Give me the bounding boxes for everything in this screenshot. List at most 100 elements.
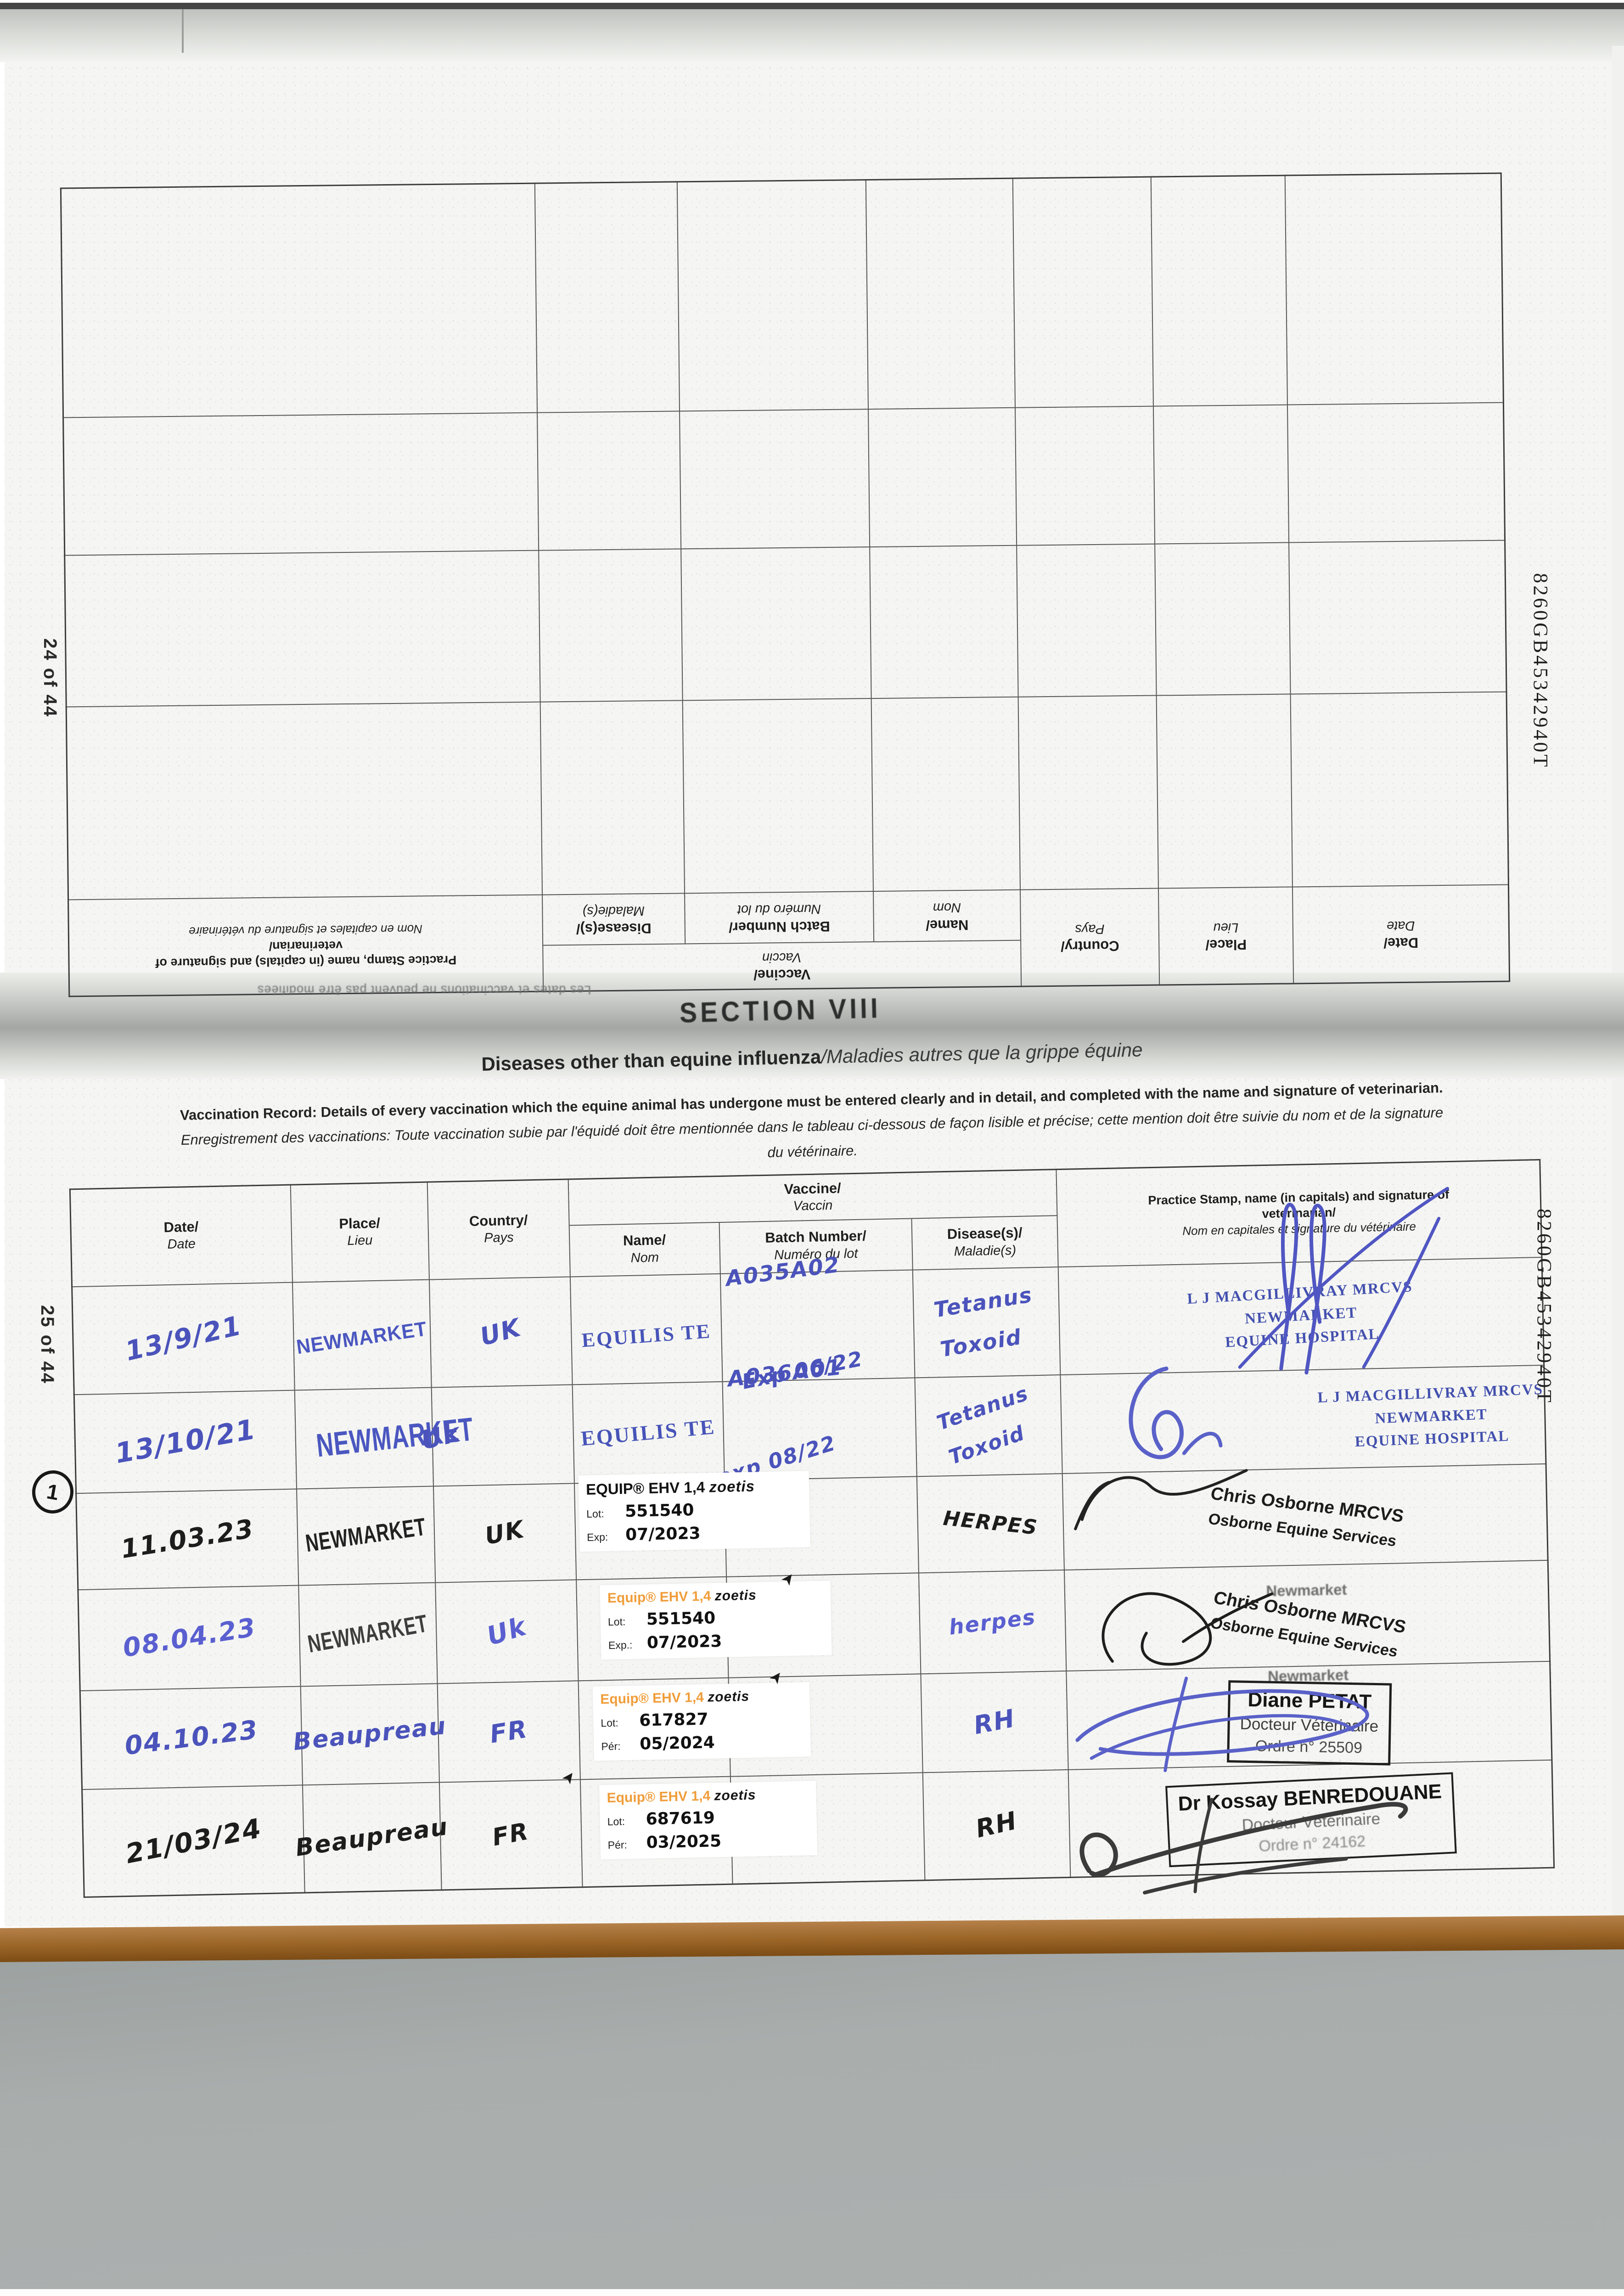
cell-disease: Tetanus Toxoid	[915, 1374, 1062, 1476]
empty-cell	[1153, 405, 1289, 545]
expiry-label: Pér:	[607, 1838, 628, 1851]
header-name: Name/Nom	[569, 1222, 720, 1277]
cell-date: 21/03/24	[82, 1784, 305, 1897]
disease-entry: herpes	[947, 1604, 1038, 1640]
empty-row	[63, 403, 1505, 556]
cell-practice-stamp: L J MACGILLIVRAY MRCVS NEWMARKET EQUINE …	[1060, 1365, 1546, 1474]
empty-row	[64, 540, 1507, 707]
cell-place: NEWMARKET	[294, 1387, 475, 1489]
passport-number-bottom: 8260GB45342940T	[1533, 1209, 1556, 1405]
header-place: Place/Lieu	[1158, 887, 1294, 985]
cell-country: UK	[433, 1483, 577, 1582]
vet-practice-stamp: L J MACGILLIVRAY MRCVS NEWMARKET EQUINE …	[1317, 1378, 1545, 1455]
vaccine-brand: Equip® EHV 1,4	[600, 1689, 704, 1707]
empty-cell	[540, 700, 685, 895]
zoetis-logo: zoetis	[714, 1587, 757, 1604]
stamp-line: Ordre n° 25509	[1255, 1737, 1362, 1756]
vet-practice-stamp: Dr Kossay BENREDOUANE Docteur Vétérinair…	[1165, 1772, 1457, 1868]
scan-top-shadow	[0, 9, 1624, 62]
date-entry: 13/9/21	[122, 1309, 245, 1367]
empty-cell	[64, 551, 540, 707]
lot-label: Lot:	[601, 1716, 619, 1729]
cell-disease: Tetanus Toxoid	[912, 1266, 1061, 1378]
date-entry: 21/03/24	[123, 1812, 264, 1870]
place-entry: Beaupreau	[292, 1712, 448, 1756]
empty-cell	[1289, 540, 1507, 694]
cell-practice-stamp: Newmarket Chris Osborne MRCVS Osborne Eq…	[1064, 1560, 1550, 1671]
header-batch: Batch Number/Numéro du lot	[685, 891, 874, 944]
header-disease: Disease(s)/Maladie(s)	[542, 893, 686, 946]
header-date: Date/Date	[1292, 885, 1510, 984]
expiry-value: 07/2023	[646, 1632, 722, 1652]
cell-disease: RH	[921, 1671, 1068, 1773]
header-country: Country/Pays	[427, 1179, 570, 1280]
zoetis-logo: zoetis	[708, 1477, 755, 1495]
stamp-line: Docteur Vétérinaire	[1240, 1715, 1379, 1735]
place-stamp: NEWMARKET	[295, 1317, 429, 1358]
cell-batch: A036A01 exp 08/22	[714, 1354, 917, 1490]
cell-vaccine-name: ➤ Equip® EHV 1,4 zoetis Lot: 687619 Pér: 0…	[558, 1767, 818, 1887]
country-entry: Uk	[483, 1611, 530, 1652]
header-disease: Disease(s)/Maladie(s)	[911, 1215, 1058, 1270]
disease-entry: RH	[971, 1703, 1018, 1740]
cell-date: 08.04.23	[78, 1585, 301, 1691]
empty-row	[61, 173, 1504, 418]
lot-value: 551540	[624, 1500, 694, 1521]
cell-country: Uk	[418, 1384, 574, 1486]
cell-date: 04.10.23	[80, 1686, 303, 1790]
country-entry: UK	[483, 1515, 527, 1550]
empty-cell	[1151, 175, 1287, 407]
vaccine-name-stamp: EQUILIS TE	[581, 1319, 712, 1351]
cell-place: Beaupreau	[294, 1782, 450, 1893]
empty-cell	[538, 549, 683, 703]
empty-cell	[1290, 692, 1509, 887]
vet-practice-stamp: L J MACGILLIVRAY MRCVS NEWMARKET EQUINE …	[1186, 1276, 1416, 1356]
cell-vaccine-name: ➤ Equip® EHV 1,4 zoetis Lot: 617827 Pér: 0…	[578, 1666, 811, 1779]
date-entry: 08.04.23	[120, 1612, 258, 1664]
lot-value: 687619	[646, 1808, 715, 1829]
cell-vaccine-name: ➤ Equip® EHV 1,4 zoetis Lot: 551540 Exp.:…	[576, 1568, 832, 1681]
date-entry: 04.10.23	[123, 1714, 260, 1761]
vaccine-brand: Equip® EHV 1,4	[607, 1588, 711, 1606]
empty-cell	[63, 413, 539, 556]
cell-place: NEWMARKET	[296, 1486, 435, 1585]
zoetis-logo: zoetis	[707, 1688, 750, 1705]
scan-bottom-margin	[0, 2289, 1624, 2296]
empty-cell	[534, 181, 680, 413]
empty-cell	[61, 183, 537, 418]
empty-cell	[868, 408, 1017, 547]
expiry-label: Exp.:	[608, 1638, 633, 1651]
empty-cell	[680, 409, 870, 549]
header-place: Place/Lieu	[290, 1182, 429, 1283]
expiry-value: 05/2024	[639, 1733, 715, 1754]
cell-disease: herpes	[918, 1570, 1067, 1674]
lot-value: 551540	[646, 1608, 716, 1629]
circled-number-value: 1	[45, 1479, 61, 1505]
header-practice-stamp: Practice Stamp, name (in capitals) and s…	[1056, 1159, 1542, 1267]
vaccine-sticker: Equip® EHV 1,4 zoetis Lot: 551540 Exp.: 07…	[600, 1580, 832, 1660]
vaccination-table-page24: Date/Date Place/Lieu Country/Pays Vaccin…	[60, 172, 1511, 997]
lot-value: 617827	[639, 1710, 708, 1730]
lot-label: Lot:	[607, 1615, 626, 1628]
expiry-label: Pér:	[601, 1739, 621, 1752]
cell-practice-stamp: Chris Osborne MRCVS Osborne Equine Servi…	[1062, 1463, 1548, 1570]
cell-disease: RH	[922, 1769, 1071, 1880]
cell-country: FR	[437, 1680, 580, 1782]
disease-entry: RH	[973, 1806, 1020, 1844]
empty-cell	[1015, 406, 1155, 546]
place-stamp: NEWMARKET	[303, 1513, 428, 1558]
vaccination-table-page25: Date/Date Place/Lieu Country/Pays Vaccin…	[69, 1159, 1555, 1898]
scan-background-surface	[0, 1936, 1624, 2290]
country-entry: FR	[488, 1714, 530, 1749]
header-vaccine: Vaccine/Vaccin	[542, 940, 1022, 992]
page-fold-shadow	[0, 973, 1624, 1079]
expiry-value: 07/2023	[625, 1524, 701, 1544]
gutter-note-upside-down: Les dates et vaccinations ne peuvent pas…	[257, 983, 591, 997]
header-country: Country/Pays	[1020, 889, 1160, 987]
cell-vaccine-name: EQUIP® EHV 1,4 zoetis Lot: 551540 Exp: 07/…	[574, 1470, 810, 1580]
vaccine-sticker: EQUIP® EHV 1,4 zoetis Lot: 551540 Exp: 07/…	[578, 1470, 810, 1552]
disease-entry: HERPES	[942, 1506, 1039, 1540]
sheet-number-page24: 24 of 44	[40, 638, 60, 718]
place-entry: Beaupreau	[293, 1812, 450, 1862]
